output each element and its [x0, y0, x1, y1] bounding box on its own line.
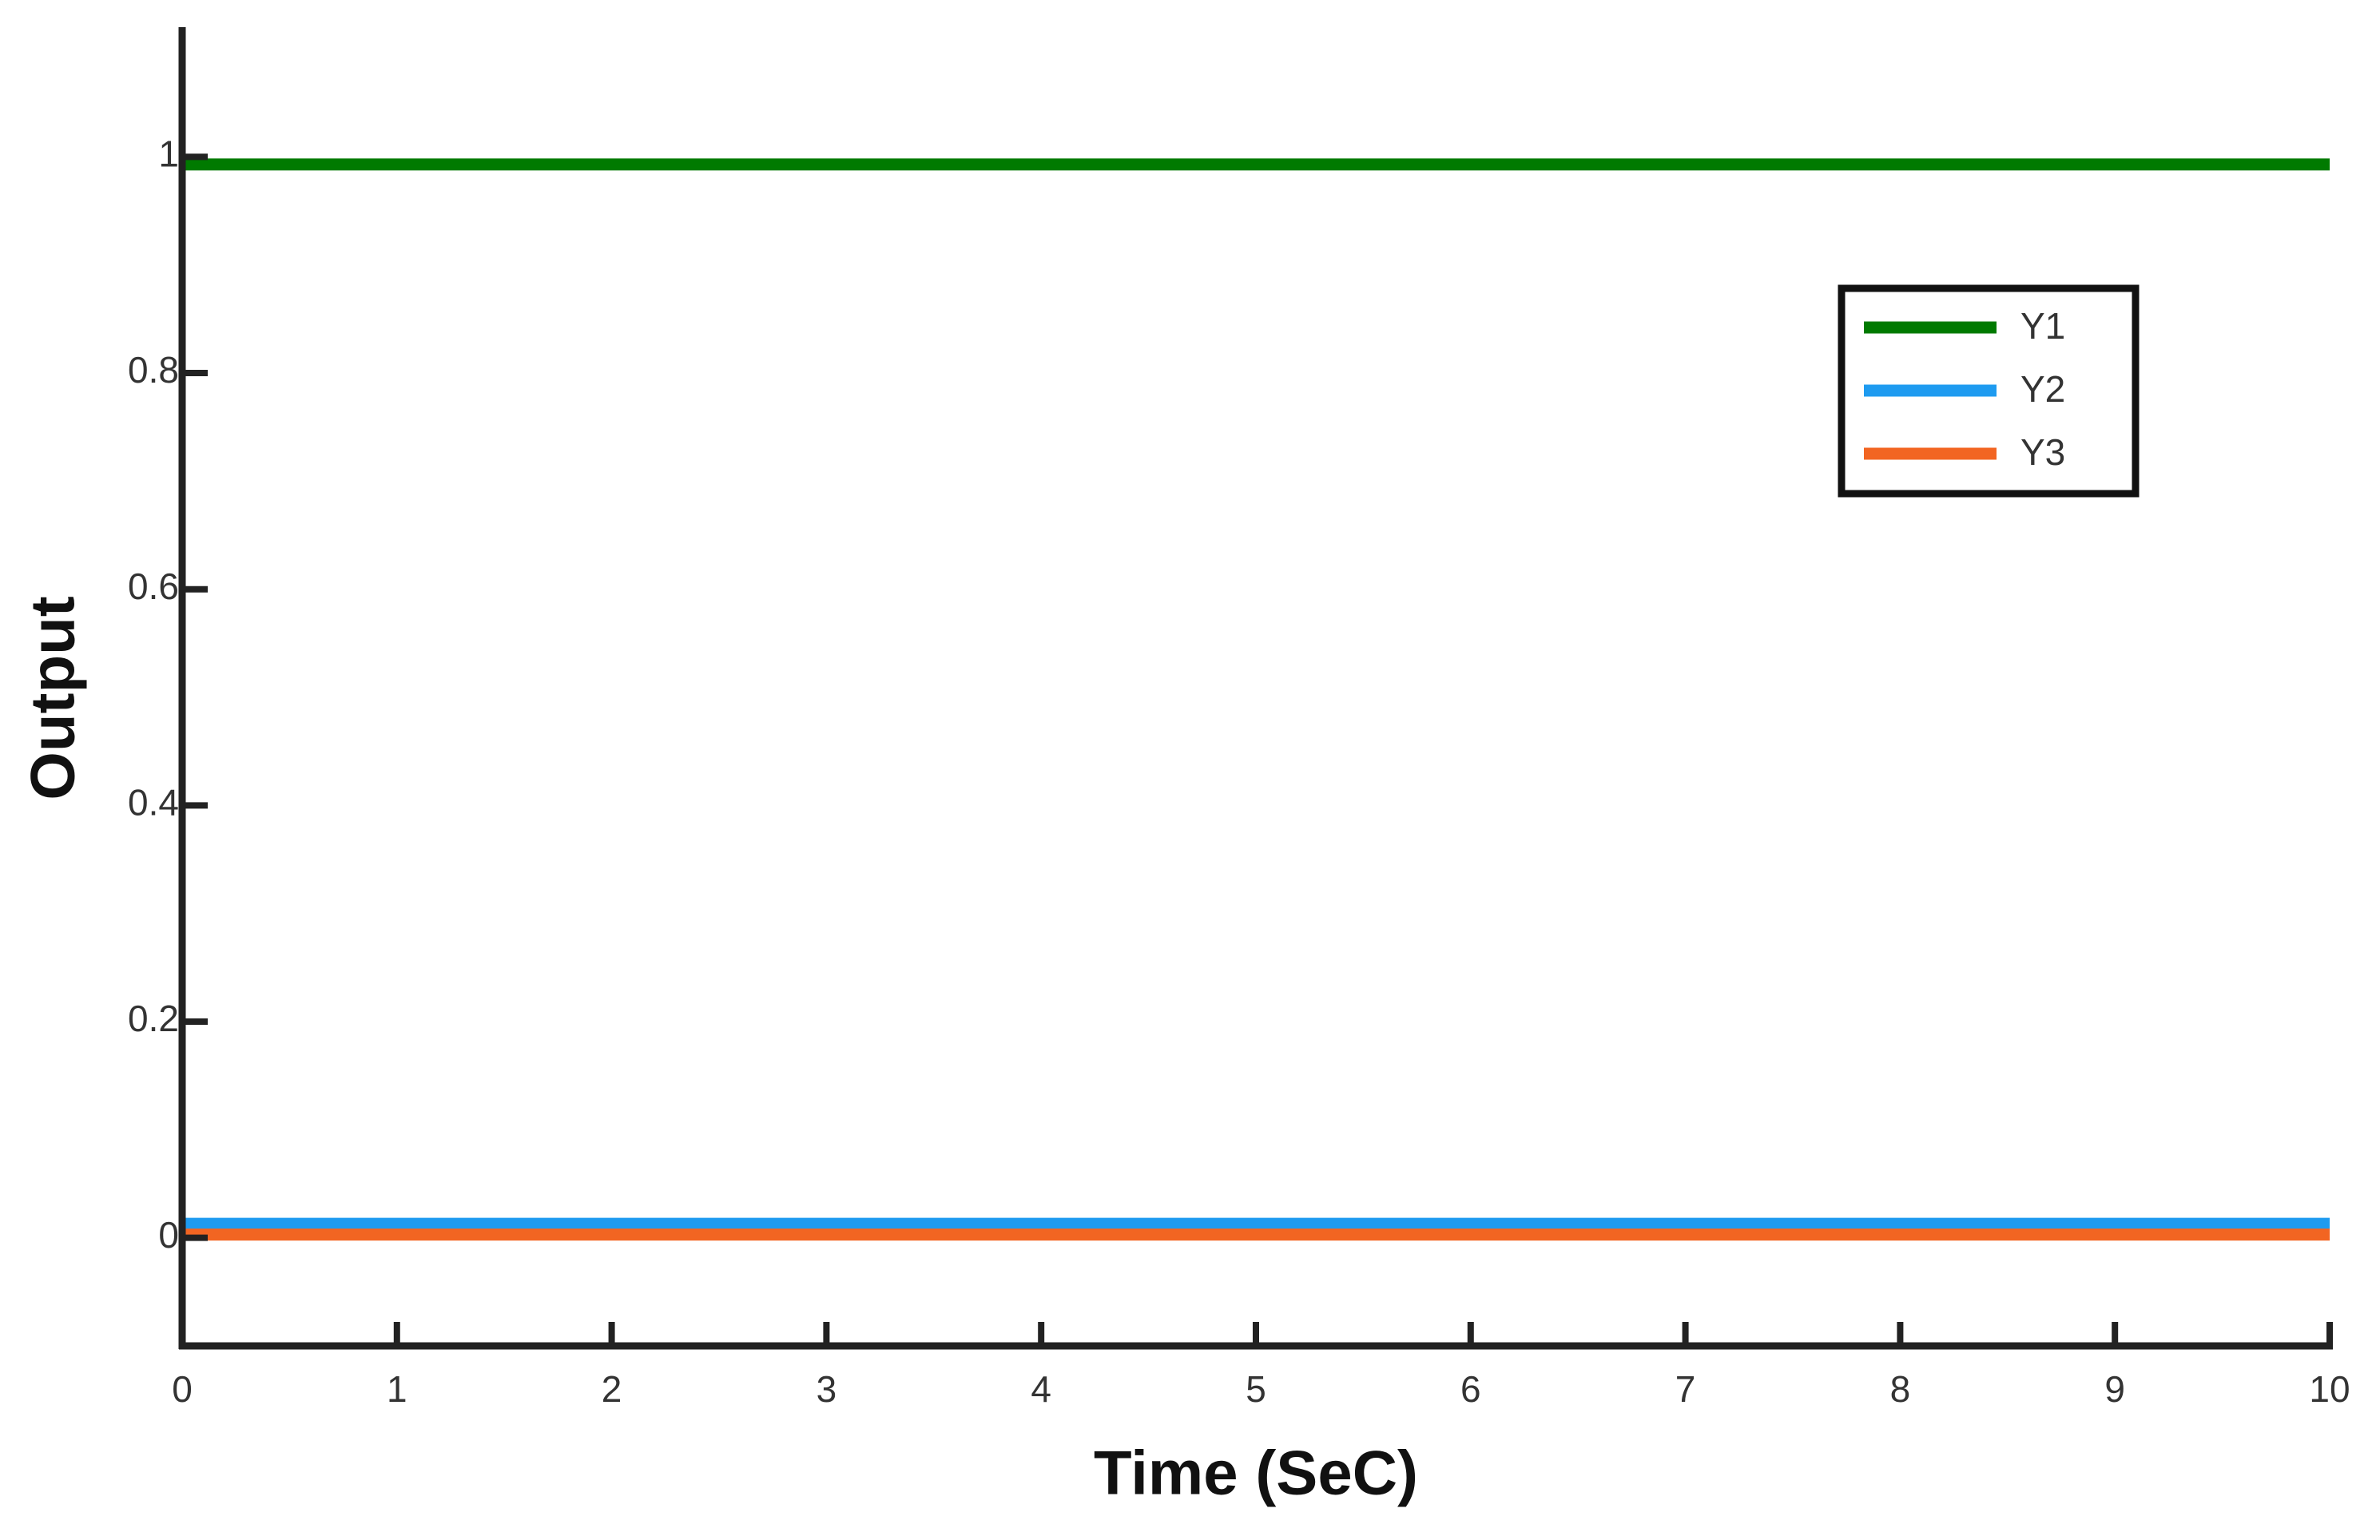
y-tick-label: 1	[158, 133, 179, 175]
x-tick-label: 9	[2104, 1368, 2125, 1410]
y-tick-label: 0.2	[128, 998, 179, 1039]
legend-label: Y3	[2020, 431, 2065, 473]
x-tick-label: 8	[1890, 1368, 1911, 1410]
x-tick-label: 7	[1675, 1368, 1696, 1410]
x-tick-label: 6	[1460, 1368, 1481, 1410]
x-tick-label: 0	[172, 1368, 193, 1410]
x-tick-label: 4	[1031, 1368, 1051, 1410]
y-tick-label: 0.6	[128, 566, 179, 607]
x-tick-label: 5	[1246, 1368, 1266, 1410]
legend-label: Y1	[2020, 305, 2065, 347]
y-tick-label: 0.4	[128, 782, 179, 824]
x-tick-label: 10	[2309, 1368, 2350, 1410]
x-tick-label: 3	[817, 1368, 837, 1410]
x-axis-label: Time (SeC)	[1094, 1438, 1418, 1508]
y-axis-label: Output	[18, 596, 88, 800]
x-tick-label: 1	[387, 1368, 407, 1410]
y-tick-label: 0	[158, 1214, 179, 1256]
legend-label: Y2	[2020, 368, 2065, 410]
x-tick-label: 2	[602, 1368, 622, 1410]
y-tick-label: 0.8	[128, 349, 179, 391]
